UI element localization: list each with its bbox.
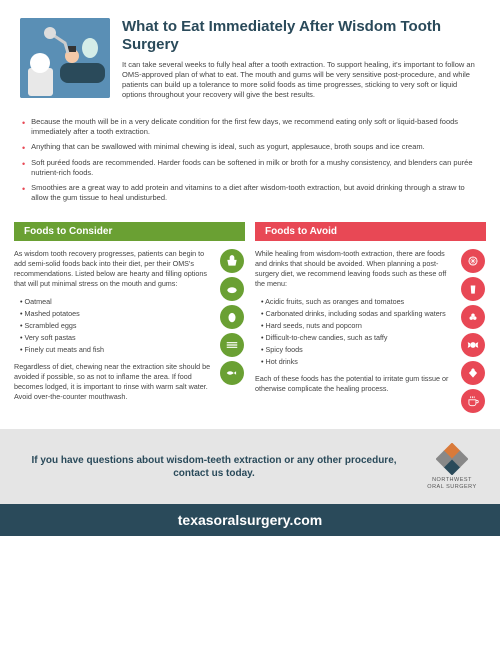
avoid-list: Acidic fruits, such as oranges and tomat… [261, 297, 452, 367]
footer-url[interactable]: texasoralsurgery.com [0, 504, 500, 536]
list-item: Hot drinks [261, 357, 452, 367]
avoid-heading: Foods to Avoid [255, 222, 486, 241]
consider-body: As wisdom tooth recovery progresses, pat… [14, 249, 245, 409]
columns: Foods to Consider As wisdom tooth recove… [0, 222, 500, 429]
list-item: Scrambled eggs [20, 321, 211, 331]
avoid-icons [460, 249, 486, 413]
bullet-icon: • [22, 159, 25, 178]
brand-line1: NORTHWEST [422, 477, 482, 484]
hotdrink-icon [461, 389, 485, 413]
page-title: What to Eat Immediately After Wisdom Too… [122, 18, 480, 54]
fish-icon [220, 361, 244, 385]
rec-text: Anything that can be swallowed with mini… [31, 142, 425, 153]
bullet-icon: • [22, 184, 25, 203]
header: What to Eat Immediately After Wisdom Too… [0, 0, 500, 111]
recommendations: • Because the mouth will be in a very del… [0, 111, 500, 223]
soda-icon [461, 277, 485, 301]
spicy-icon [461, 361, 485, 385]
rec-item: • Because the mouth will be in a very del… [22, 117, 478, 137]
list-item: Hard seeds, nuts and popcorn [261, 321, 452, 331]
consider-column: Foods to Consider As wisdom tooth recove… [14, 222, 245, 413]
brand-logo: NORTHWEST ORAL SURGERY [422, 443, 482, 490]
list-item: Very soft pastas [20, 333, 211, 343]
rec-text: Because the mouth will be in a very deli… [31, 117, 478, 137]
rec-text: Smoothies are a great way to add protein… [31, 183, 478, 203]
list-item: Spicy foods [261, 345, 452, 355]
avoid-p2: Each of these foods has the potential to… [255, 374, 452, 394]
consider-icons [219, 249, 245, 409]
bullet-icon: • [22, 143, 25, 153]
page: What to Eat Immediately After Wisdom Too… [0, 0, 500, 536]
list-item: Oatmeal [20, 297, 211, 307]
logo-mark [436, 443, 468, 475]
candy-icon [461, 333, 485, 357]
rec-item: • Soft puréed foods are recommended. Hard… [22, 158, 478, 178]
potato-icon [220, 277, 244, 301]
list-item: Carbonated drinks, including sodas and s… [261, 309, 452, 319]
list-item: Mashed potatoes [20, 309, 211, 319]
list-item: Difficult-to-chew candies, such as taffy [261, 333, 452, 343]
dentist-illustration [20, 18, 110, 98]
pasta-icon [220, 333, 244, 357]
cta-text: If you have questions about wisdom-teeth… [18, 454, 410, 480]
consider-p1: As wisdom tooth recovery progresses, pat… [14, 249, 211, 289]
avoid-column: Foods to Avoid While healing from wisdom… [255, 222, 486, 413]
brand-line2: ORAL SURGERY [422, 484, 482, 491]
intro-text: It can take several weeks to fully heal … [122, 60, 480, 101]
consider-heading: Foods to Consider [14, 222, 245, 241]
nuts-icon [461, 305, 485, 329]
egg-icon [220, 305, 244, 329]
bullet-icon: • [22, 118, 25, 137]
rec-text: Soft puréed foods are recommended. Harde… [31, 158, 478, 178]
citrus-icon [461, 249, 485, 273]
oatmeal-icon [220, 249, 244, 273]
header-text: What to Eat Immediately After Wisdom Too… [122, 18, 480, 101]
avoid-text: While healing from wisdom-tooth extracti… [255, 249, 452, 413]
rec-item: • Anything that can be swallowed with min… [22, 142, 478, 153]
cta-bar: If you have questions about wisdom-teeth… [0, 429, 500, 504]
list-item: Finely cut meats and fish [20, 345, 211, 355]
rec-item: • Smoothies are a great way to add protei… [22, 183, 478, 203]
list-item: Acidic fruits, such as oranges and tomat… [261, 297, 452, 307]
consider-list: Oatmeal Mashed potatoes Scrambled eggs V… [20, 297, 211, 355]
avoid-p1: While healing from wisdom-tooth extracti… [255, 249, 452, 289]
consider-p2: Regardless of diet, chewing near the ext… [14, 362, 211, 402]
avoid-body: While healing from wisdom-tooth extracti… [255, 249, 486, 413]
consider-text: As wisdom tooth recovery progresses, pat… [14, 249, 211, 409]
